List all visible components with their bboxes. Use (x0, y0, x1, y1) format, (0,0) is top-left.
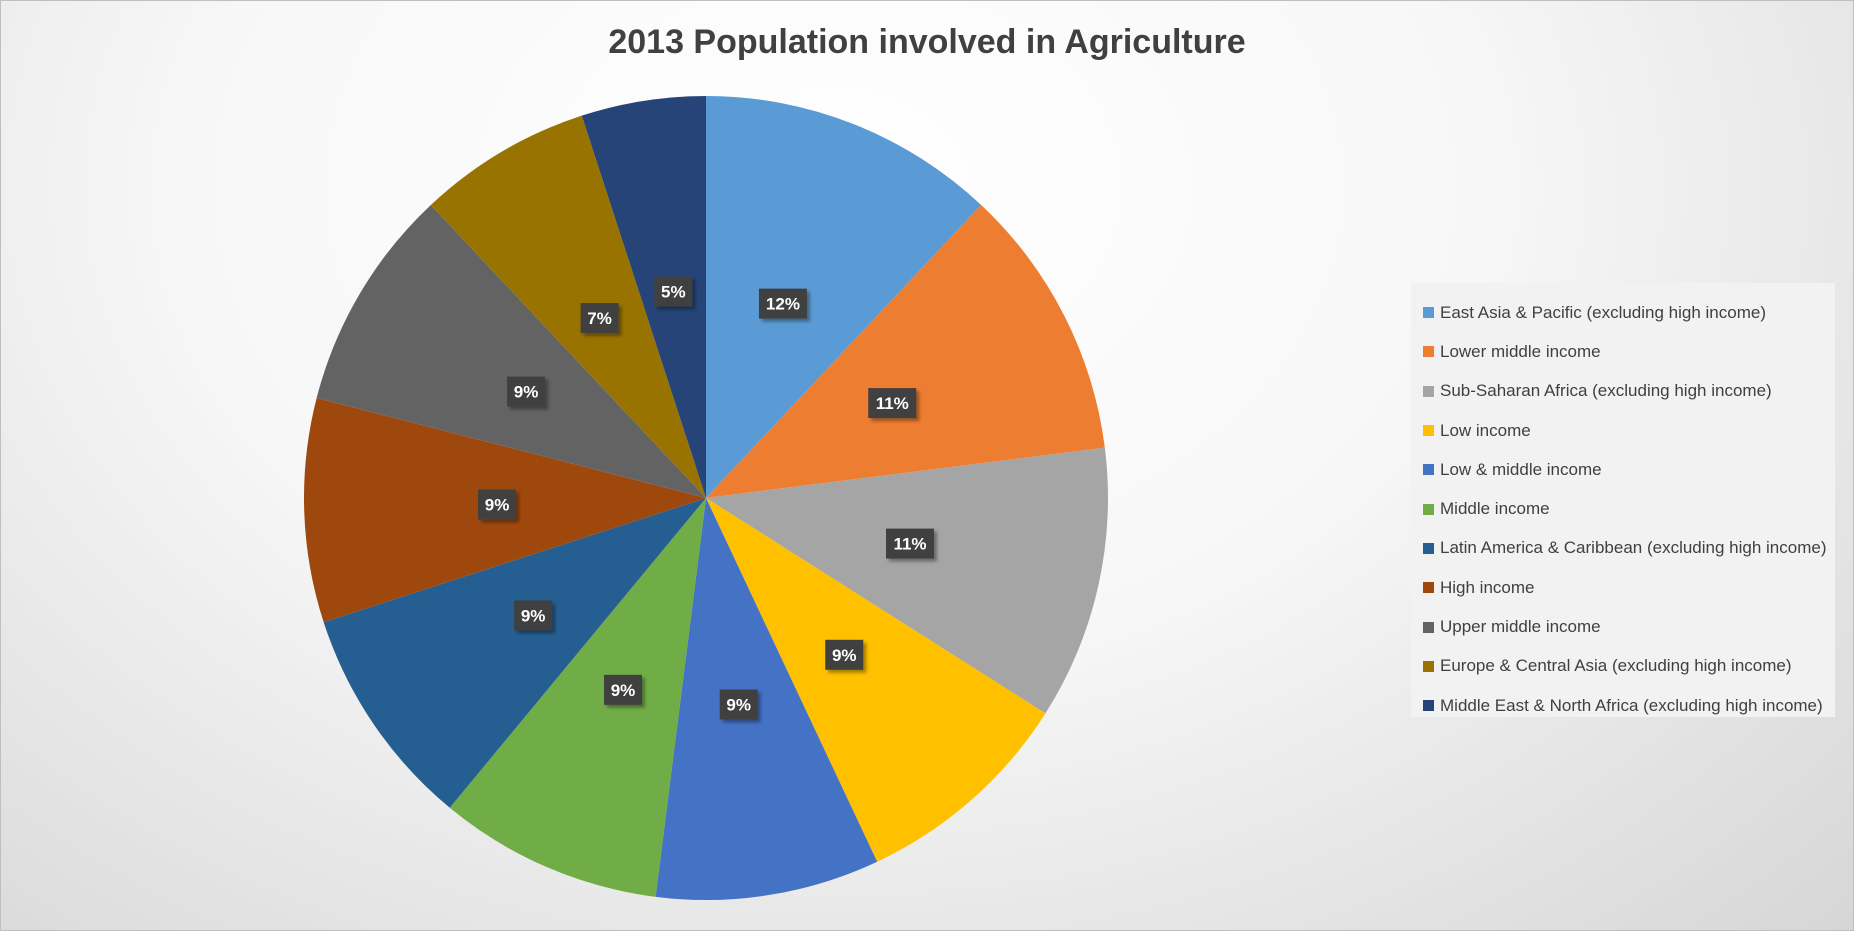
legend-swatch (1423, 700, 1434, 712)
data-label-box (886, 528, 935, 559)
data-label: 9% (514, 600, 553, 631)
legend-label: Low income (1440, 420, 1531, 440)
legend-item: Low & middle income (1411, 450, 1835, 489)
pie-slice (449, 498, 706, 897)
data-label-box (758, 288, 807, 319)
data-label-box (603, 674, 642, 705)
pie-slice (316, 204, 706, 499)
legend-label: Sub-Saharan Africa (excluding high incom… (1440, 381, 1772, 401)
data-label-box (868, 388, 917, 419)
data-label-box (478, 489, 517, 520)
data-label-text: 11% (876, 394, 909, 413)
legend-swatch (1423, 346, 1434, 358)
data-label-box (514, 600, 553, 631)
legend-item: Middle East & North Africa (excluding hi… (1411, 686, 1835, 725)
legend-item: Sub-Saharan Africa (excluding high incom… (1411, 372, 1835, 411)
legend-swatch (1423, 542, 1434, 554)
pie-slice (323, 498, 706, 808)
data-label-text: 9% (521, 606, 546, 625)
legend-label: Europe & Central Asia (excluding high in… (1440, 656, 1792, 676)
legend: East Asia & Pacific (excluding high inco… (1411, 283, 1835, 717)
legend-swatch (1423, 621, 1434, 633)
data-label: 11% (886, 528, 935, 559)
legend-swatch (1423, 464, 1434, 476)
legend-swatch (1423, 582, 1434, 594)
pie-slices (304, 96, 1108, 900)
legend-item: High income (1411, 568, 1835, 607)
legend-swatch (1423, 385, 1434, 397)
legend-item: East Asia & Pacific (excluding high inco… (1411, 293, 1835, 332)
data-label-text: 9% (611, 681, 636, 700)
data-label: 9% (507, 376, 546, 407)
data-label-box (507, 376, 546, 407)
legend-item: Europe & Central Asia (excluding high in… (1411, 647, 1835, 686)
legend-label: High income (1440, 577, 1535, 597)
data-label-text: 9% (832, 646, 857, 665)
data-label-box (719, 689, 758, 720)
legend-label: Upper middle income (1440, 617, 1601, 637)
data-label-text: 5% (661, 283, 686, 302)
pie-slice (430, 115, 706, 498)
legend-label: Latin America & Caribbean (excluding hig… (1440, 538, 1827, 558)
legend-swatch (1423, 660, 1434, 672)
legend-swatch (1423, 503, 1434, 515)
pie-slice (706, 96, 982, 498)
data-label: 9% (825, 639, 864, 670)
data-label-text: 9% (514, 383, 539, 402)
legend-label: Low & middle income (1440, 459, 1602, 479)
data-label-box (825, 639, 864, 670)
data-label-box (654, 276, 693, 307)
legend-label: Middle income (1440, 499, 1550, 519)
pie-slice (581, 96, 706, 498)
legend-label: East Asia & Pacific (excluding high inco… (1440, 302, 1766, 322)
data-label-text: 7% (587, 309, 612, 328)
data-label: 9% (603, 674, 642, 705)
legend-item: Lower middle income (1411, 332, 1835, 371)
legend-item: Latin America & Caribbean (excluding hig… (1411, 529, 1835, 568)
data-label: 11% (868, 388, 917, 419)
data-label: 9% (719, 689, 758, 720)
data-label-box (580, 303, 619, 334)
legend-swatch (1423, 425, 1434, 437)
data-labels: 12% 11% 11% 9% 9% 9% 9% 9% 9% 7% 5% (478, 276, 935, 720)
legend-item: Upper middle income (1411, 607, 1835, 646)
data-label-text: 11% (893, 535, 926, 554)
data-label-text: 9% (726, 695, 751, 714)
legend-label: Lower middle income (1440, 341, 1601, 361)
data-label: 7% (580, 303, 619, 334)
data-label: 9% (478, 489, 517, 520)
pie-slice (655, 498, 878, 900)
pie-slice (706, 498, 1046, 862)
data-label-text: 12% (766, 295, 800, 314)
pie-slice (706, 204, 1105, 499)
legend-item: Middle income (1411, 489, 1835, 528)
data-label: 5% (654, 276, 693, 307)
legend-label: Middle East & North Africa (excluding hi… (1440, 695, 1823, 715)
pie-slice (706, 447, 1108, 714)
legend-swatch (1423, 307, 1434, 319)
chart-title: 2013 Population involved in Agriculture (608, 23, 1246, 61)
data-label: 12% (758, 288, 807, 319)
legend-item: Low income (1411, 411, 1835, 450)
data-label-text: 9% (485, 496, 510, 515)
